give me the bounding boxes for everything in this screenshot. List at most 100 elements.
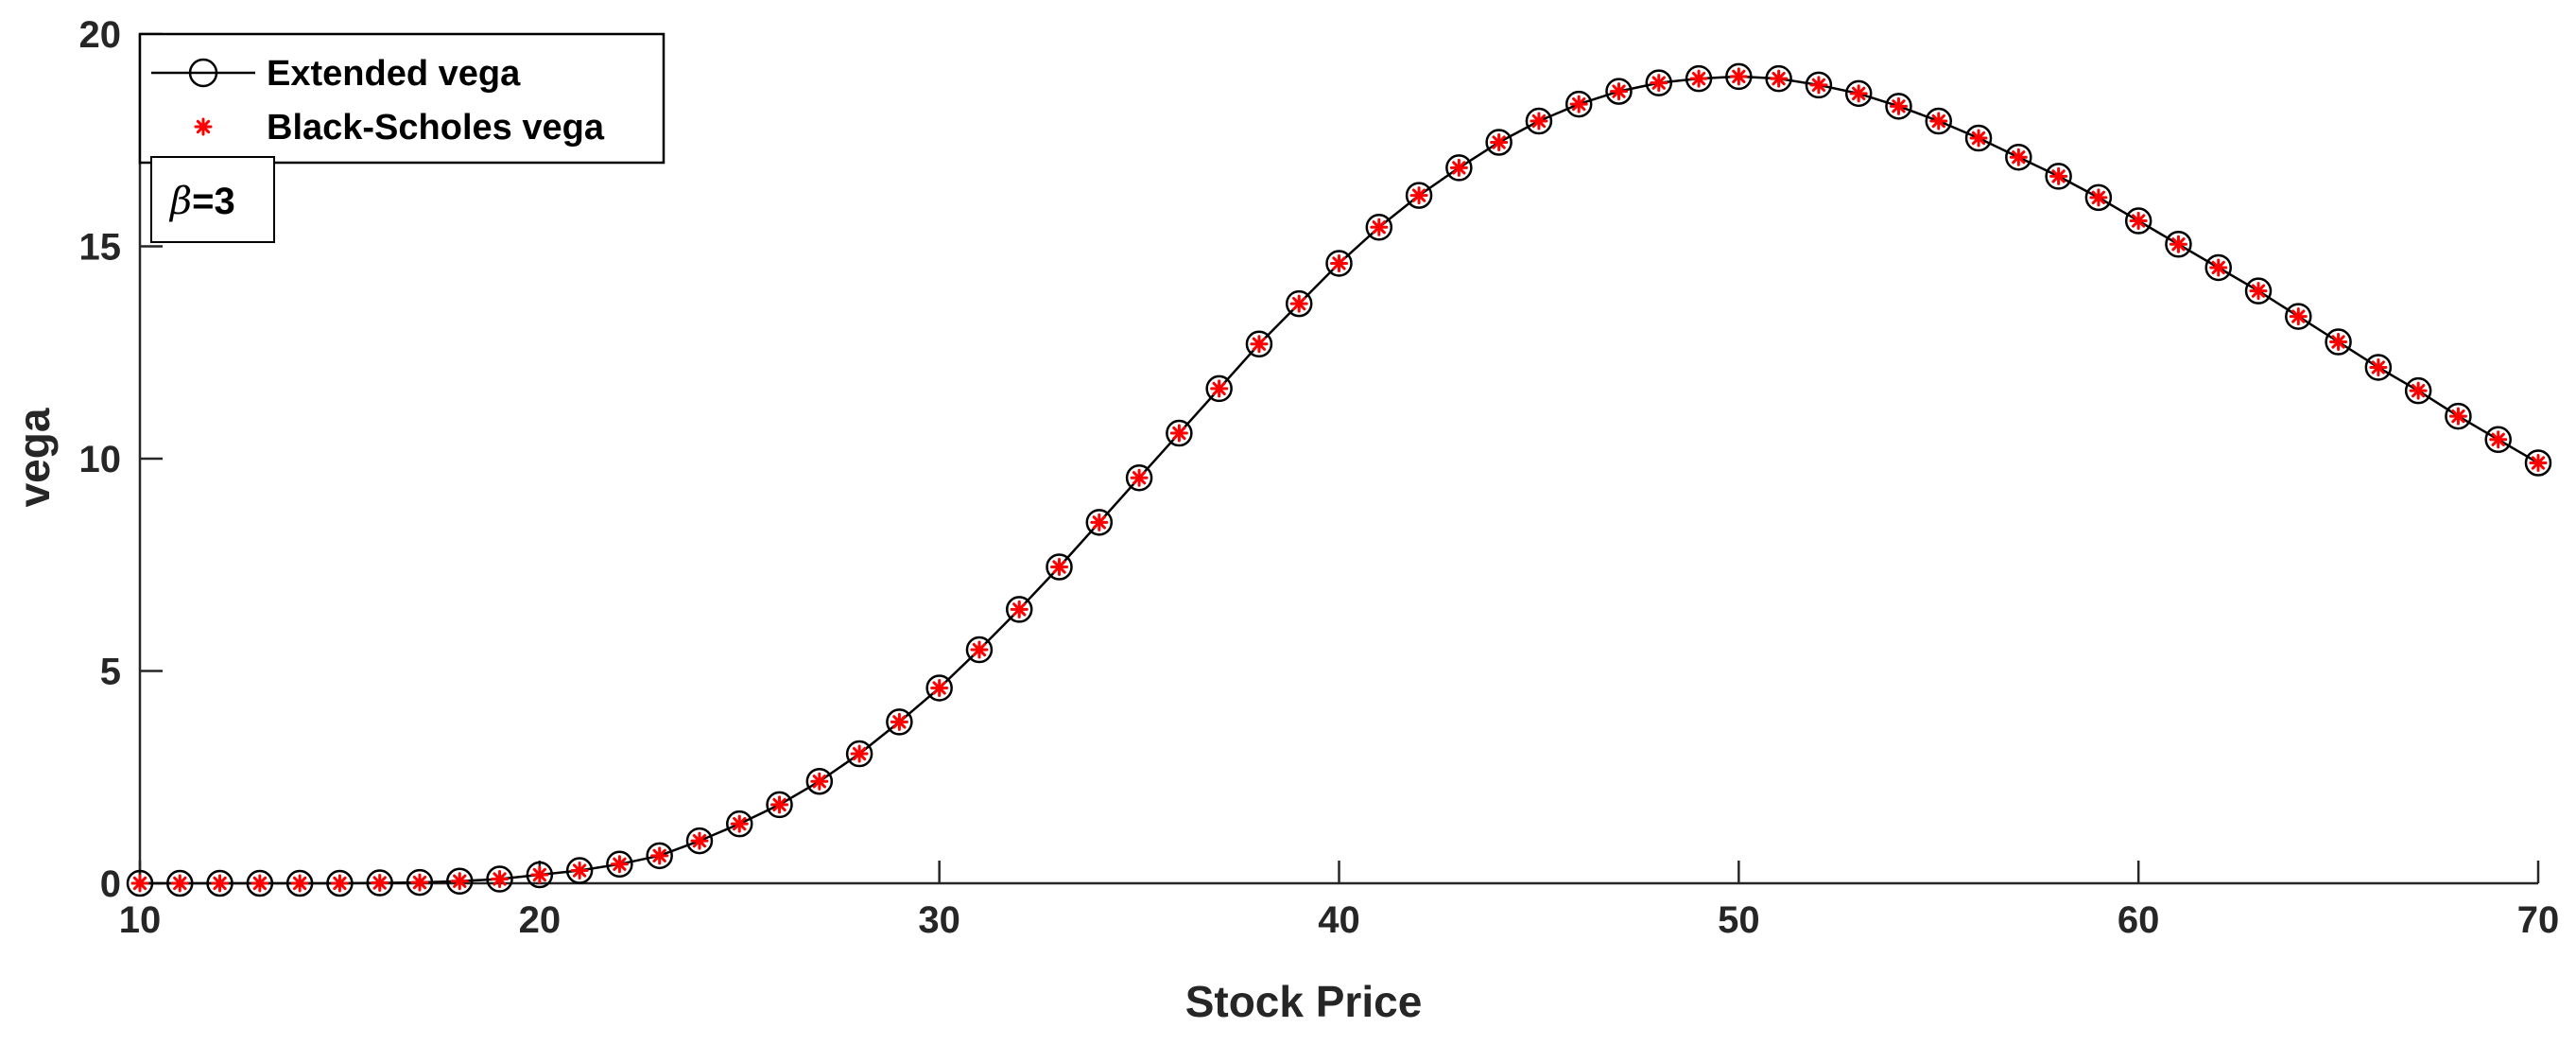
extended-vega-point <box>606 850 633 879</box>
extended-vega-point <box>246 869 274 897</box>
beta-symbol: β <box>168 180 192 223</box>
black-scholes-vega-point <box>650 846 669 865</box>
extended-vega-point <box>646 842 673 870</box>
extended-vega-point <box>2084 183 2113 212</box>
extended-vega-point <box>1046 553 1073 581</box>
black-scholes-vega-point <box>1849 84 1868 103</box>
series-black-scholes-vega <box>130 67 2548 893</box>
black-scholes-vega-point <box>1289 294 1308 313</box>
extended-vega-point <box>1285 289 1313 318</box>
y-tick-label: 20 <box>79 14 122 56</box>
x-tick-label: 10 <box>119 899 162 941</box>
extended-vega-point <box>1365 214 1393 241</box>
black-scholes-vega-point <box>530 865 549 884</box>
black-scholes-vega-point <box>290 874 309 893</box>
black-scholes-vega-point <box>2369 357 2388 376</box>
black-scholes-vega-point <box>1409 186 1428 205</box>
extended-vega-point <box>1645 69 1673 96</box>
y-tick-label: 15 <box>79 227 122 269</box>
black-scholes-vega-point <box>1210 379 1229 398</box>
extended-vega-point <box>285 869 314 897</box>
black-scholes-vega-point <box>730 814 749 833</box>
x-tick-label: 40 <box>1318 899 1360 941</box>
black-scholes-vega-point <box>570 862 589 880</box>
extended-vega-point <box>1405 182 1433 209</box>
black-scholes-vega-point <box>2089 188 2108 207</box>
legend-label-black-scholes-vega: Black-Scholes vega <box>267 108 605 148</box>
black-scholes-vega-point <box>970 640 989 659</box>
legend-circle-marker <box>188 58 218 88</box>
annotation-box <box>150 156 275 243</box>
x-tick-label: 60 <box>2118 899 2160 941</box>
black-scholes-vega-point <box>1449 158 1468 177</box>
extended-vega-point <box>1805 71 1833 99</box>
extended-vega-point <box>2325 328 2352 356</box>
black-scholes-vega-point <box>1770 69 1789 88</box>
x-axis-ticks: 10 20 30 40 50 60 70 <box>119 861 2560 941</box>
black-scholes-vega-point <box>330 874 349 893</box>
black-scholes-vega-point <box>2169 235 2187 253</box>
extended-vega-point <box>2404 376 2432 405</box>
extended-vega-point <box>2005 143 2032 171</box>
black-scholes-vega-point <box>1689 69 1708 88</box>
black-scholes-vega-point <box>1250 335 1269 354</box>
extended-vega-point <box>1445 154 1473 182</box>
black-scholes-vega-point <box>1929 112 1948 131</box>
extended-vega-point <box>2244 277 2273 305</box>
extended-vega-point <box>1245 330 1273 358</box>
beta-value: =3 <box>192 181 235 222</box>
black-scholes-vega-point <box>2329 333 2348 352</box>
black-scholes-vega-point <box>2049 166 2068 185</box>
black-scholes-vega-point <box>1809 76 1828 95</box>
series-layer <box>126 62 2552 897</box>
black-scholes-vega-point <box>1330 253 1348 272</box>
extended-vega-point <box>2045 163 2072 190</box>
black-scholes-vega-point <box>2289 307 2308 326</box>
y-tick-label: 10 <box>79 439 122 480</box>
x-tick-label: 50 <box>1718 899 1760 941</box>
extended-vega-point <box>1605 78 1633 105</box>
black-scholes-vega-point <box>1969 129 1988 148</box>
extended-vega-point <box>2524 449 2552 477</box>
y-tick-label: 0 <box>100 863 121 905</box>
extended-vega-point <box>126 869 154 897</box>
black-scholes-vega-point <box>1010 600 1029 618</box>
extended-vega-point <box>726 810 753 838</box>
black-scholes-vega-point <box>890 712 908 731</box>
extended-vega-point <box>1325 250 1353 277</box>
extended-vega-point <box>2364 354 2393 381</box>
extended-vega-point <box>1885 93 1912 120</box>
x-tick-label: 70 <box>2517 899 2560 941</box>
annotation-text: β=3 <box>168 180 235 223</box>
black-scholes-vega-point <box>770 795 789 814</box>
extended-vega-point <box>2285 303 2312 330</box>
extended-vega-point <box>1844 79 1873 108</box>
extended-vega-point <box>2484 426 2512 454</box>
extended-vega-point <box>805 767 834 795</box>
extended-vega-point <box>366 869 393 897</box>
extended-vega-point <box>1166 419 1193 447</box>
extended-vega-point <box>965 636 994 664</box>
black-scholes-vega-point <box>2249 282 2268 301</box>
y-tick-label: 5 <box>100 652 121 693</box>
extended-vega-point <box>446 867 474 896</box>
black-scholes-vega-point <box>1169 424 1188 443</box>
black-scholes-vega-point <box>491 870 510 889</box>
black-scholes-vega-point <box>2448 407 2467 426</box>
extended-vega-point <box>766 791 793 819</box>
black-scholes-vega-point <box>1889 96 1908 115</box>
x-axis-label: Stock Price <box>1185 977 1423 1026</box>
beta-annotation: β=3 <box>150 156 275 243</box>
black-scholes-vega-point <box>130 874 149 893</box>
extended-vega-point <box>845 740 873 768</box>
black-scholes-vega-point <box>930 678 949 697</box>
black-scholes-vega-point <box>2209 258 2228 277</box>
extended-vega-point <box>2124 207 2152 235</box>
black-scholes-vega-point <box>1729 67 1748 86</box>
extended-vega-point <box>2204 253 2232 282</box>
extended-vega-point <box>1005 596 1033 623</box>
legend-box <box>138 32 666 165</box>
black-scholes-vega-point <box>410 873 429 892</box>
black-scholes-vega-point <box>1130 468 1149 487</box>
